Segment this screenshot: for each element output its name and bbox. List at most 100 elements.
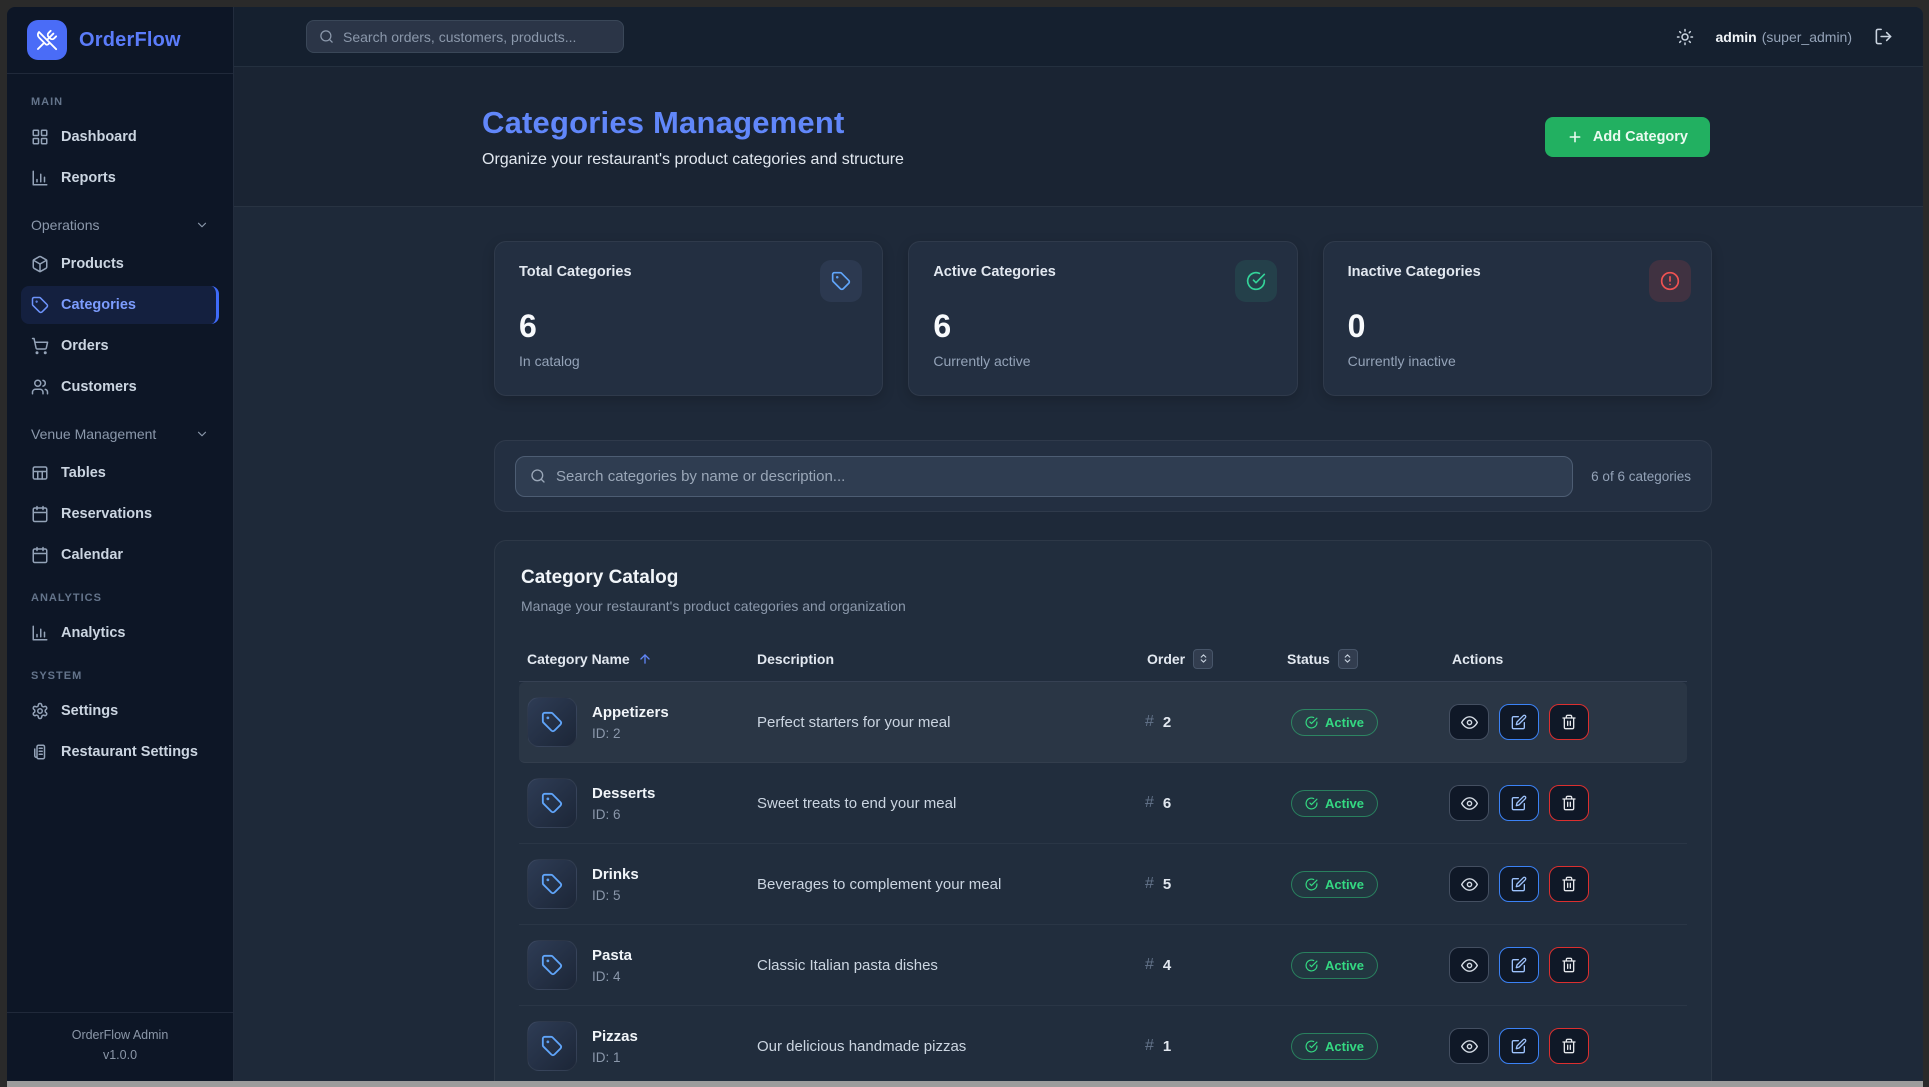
sidebar-group-venue-management[interactable]: Venue Management <box>21 426 219 442</box>
table-row[interactable]: Drinks ID: 5 Beverages to complement you… <box>519 844 1687 925</box>
tag-icon <box>527 1021 577 1071</box>
add-category-button[interactable]: Add Category <box>1544 116 1710 157</box>
category-order-cell: # 6 <box>1139 794 1279 812</box>
global-search[interactable] <box>306 20 624 53</box>
delete-button[interactable] <box>1549 947 1589 983</box>
sidebar-item-dashboard[interactable]: Dashboard <box>21 118 219 156</box>
column-header-order[interactable]: Order <box>1139 648 1279 669</box>
delete-button[interactable] <box>1549 866 1589 902</box>
chevron-down-icon <box>195 218 209 232</box>
table-row[interactable]: Pizzas ID: 1 Our delicious handmade pizz… <box>519 1006 1687 1081</box>
category-search[interactable] <box>515 455 1574 497</box>
sidebar-item-reports[interactable]: Reports <box>21 159 219 197</box>
status-label: Active <box>1325 957 1365 973</box>
category-name: Pasta <box>592 946 633 964</box>
category-order: 4 <box>1162 956 1172 974</box>
view-button[interactable] <box>1449 785 1489 821</box>
hash-icon: # <box>1145 794 1154 811</box>
app-window: OrderFlow MAIN Dashboard Reports Operati… <box>7 7 1923 1081</box>
category-name-cell: Desserts ID: 6 <box>519 778 749 828</box>
sidebar-item-label: Dashboard <box>61 129 137 145</box>
sidebar-item-calendar[interactable]: Calendar <box>21 536 219 574</box>
sun-icon[interactable] <box>1676 28 1694 46</box>
view-button[interactable] <box>1449 947 1489 983</box>
page: Categories Management Organize your rest… <box>234 67 1923 1081</box>
view-button[interactable] <box>1449 866 1489 902</box>
tag-icon <box>31 296 49 314</box>
tag-icon <box>527 859 577 909</box>
content: Total Categories 6 In catalog Active Cat… <box>494 207 1712 1081</box>
page-header: Categories Management Organize your rest… <box>234 67 1923 207</box>
sidebar-item-label: Categories <box>61 297 136 313</box>
sidebar-item-settings[interactable]: Settings <box>21 692 219 730</box>
stat-label: Active Categories <box>933 264 1056 280</box>
main-area: admin(super_admin) Categories Management… <box>234 7 1923 1081</box>
category-description: Our delicious handmade pizzas <box>757 1037 967 1055</box>
dashboard-grid-icon <box>31 128 49 146</box>
edit-button[interactable] <box>1499 785 1539 821</box>
sidebar-group-operations[interactable]: Operations <box>21 217 219 233</box>
search-icon <box>530 468 546 484</box>
category-name: Desserts <box>592 784 656 802</box>
global-search-input[interactable] <box>343 28 611 45</box>
sort-icon[interactable] <box>1337 648 1358 669</box>
category-name: Drinks <box>592 865 639 883</box>
category-order: 6 <box>1162 794 1172 812</box>
edit-button[interactable] <box>1499 704 1539 740</box>
bar-chart-icon <box>31 624 49 642</box>
view-button[interactable] <box>1449 1028 1489 1064</box>
user-role: (super_admin) <box>1761 28 1852 45</box>
table-row[interactable]: Appetizers ID: 2 Perfect starters for yo… <box>519 682 1687 763</box>
delete-button[interactable] <box>1549 1028 1589 1064</box>
tag-icon <box>527 940 577 990</box>
sidebar-item-label: Reservations <box>61 506 153 522</box>
delete-button[interactable] <box>1549 785 1589 821</box>
category-description: Beverages to complement your meal <box>757 875 1002 893</box>
sidebar-item-products[interactable]: Products <box>21 245 219 283</box>
sidebar-group-label: Venue Management <box>31 426 157 442</box>
edit-button[interactable] <box>1499 866 1539 902</box>
table-row[interactable]: Pasta ID: 4 Classic Italian pasta dishes… <box>519 925 1687 1006</box>
stat-card-total-categories: Total Categories 6 In catalog <box>494 241 884 396</box>
sidebar-item-categories[interactable]: Categories <box>21 286 219 324</box>
sidebar-group-label: Operations <box>31 217 100 233</box>
sidebar-section-system: SYSTEM <box>31 670 83 682</box>
stat-value: 6 <box>933 308 952 344</box>
sort-icon[interactable] <box>1193 648 1214 669</box>
sidebar-item-reservations[interactable]: Reservations <box>21 495 219 533</box>
category-status-cell: Active <box>1279 870 1444 898</box>
status-label: Active <box>1325 795 1365 811</box>
page-title: Categories Management <box>482 104 845 140</box>
sidebar-item-customers[interactable]: Customers <box>21 368 219 406</box>
check-circle-icon <box>1305 959 1318 972</box>
row-actions <box>1444 785 1687 821</box>
edit-button[interactable] <box>1499 1028 1539 1064</box>
column-header-status[interactable]: Status <box>1279 648 1444 669</box>
hash-icon: # <box>1145 713 1154 730</box>
sidebar-item-tables[interactable]: Tables <box>21 454 219 492</box>
category-order-cell: # 2 <box>1139 713 1279 731</box>
stat-value: 0 <box>1347 308 1366 344</box>
sidebar-item-label: Tables <box>61 465 106 481</box>
edit-button[interactable] <box>1499 947 1539 983</box>
sidebar-item-label: Orders <box>61 338 109 354</box>
category-id: ID: 1 <box>592 1049 621 1065</box>
delete-button[interactable] <box>1549 704 1589 740</box>
sidebar-item-restaurant-settings[interactable]: Restaurant Settings <box>21 733 219 771</box>
sidebar-item-analytics[interactable]: Analytics <box>21 614 219 652</box>
category-status-cell: Active <box>1279 1032 1444 1060</box>
column-label: Category Name <box>527 650 630 667</box>
category-search-input[interactable] <box>556 467 1559 485</box>
calendar-icon <box>31 505 49 523</box>
category-id: ID: 6 <box>592 806 621 822</box>
table-row[interactable]: Desserts ID: 6 Sweet treats to end your … <box>519 763 1687 844</box>
user-chip: admin (super_admin) <box>1716 29 1853 45</box>
view-button[interactable] <box>1449 704 1489 740</box>
logout-icon[interactable] <box>1874 27 1893 46</box>
sidebar-item-label: Restaurant Settings <box>61 744 198 760</box>
bar-chart-icon <box>31 169 49 187</box>
sidebar-item-orders[interactable]: Orders <box>21 327 219 365</box>
stat-value: 6 <box>519 308 537 344</box>
column-header-category-name[interactable]: Category Name <box>519 651 749 667</box>
